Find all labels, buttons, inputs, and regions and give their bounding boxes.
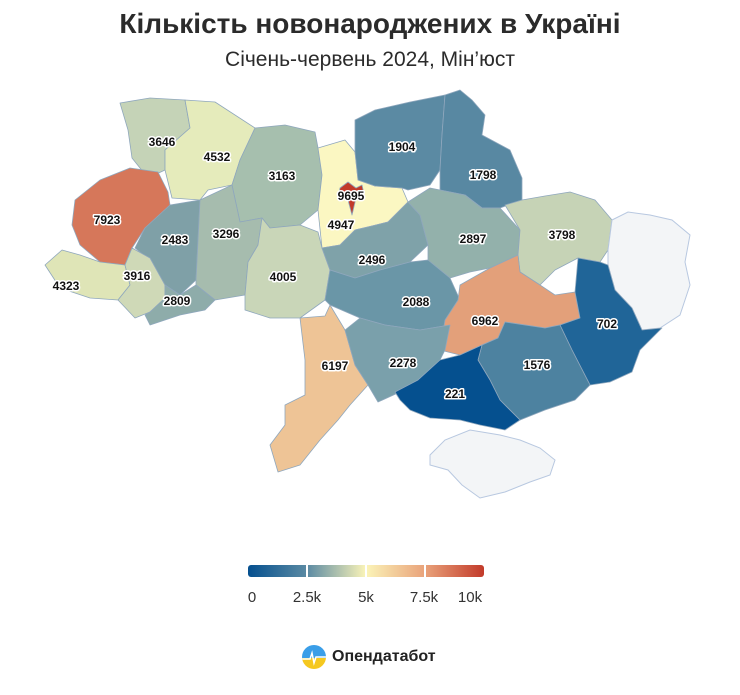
chart-subtitle: Січень-червень 2024, Мін’юст (225, 48, 515, 71)
label-volynska: 3646 (149, 135, 176, 149)
region-chernihivska[interactable] (354, 94, 446, 191)
label-mykolaivska: 2278 (390, 356, 417, 370)
label-ivano-frankivska: 3916 (124, 269, 151, 283)
brand-name: Опендатабот (332, 648, 436, 665)
label-zhytomyrska: 3163 (269, 169, 296, 183)
label-kharkivska: 3798 (549, 228, 576, 242)
region-rivnenska[interactable] (164, 99, 256, 201)
region-khersonska[interactable] (394, 344, 521, 431)
label-khmelnytska: 3296 (213, 227, 240, 241)
chart-title: Кількість новонароджених в Україні (119, 8, 621, 39)
label-rivnenska: 4532 (204, 150, 231, 164)
label-ternopilska: 2483 (162, 233, 189, 247)
label-lvivska: 7923 (94, 213, 121, 227)
legend-tick-10k: 10k (457, 589, 483, 606)
label-zaporizka: 1576 (524, 358, 551, 372)
legend-tick-2-5k: 2.5k (292, 589, 322, 606)
ukraine-map: 3646 4532 3163 4947 9695 1904 1798 7923 … (44, 89, 691, 499)
region-kyiv-city[interactable] (337, 181, 365, 216)
region-sumska[interactable] (439, 89, 523, 209)
label-khersonska: 221 (445, 387, 465, 401)
region-vinnytska[interactable] (244, 217, 331, 319)
region-crimea[interactable] (429, 429, 556, 499)
label-zakarpatska: 4323 (53, 279, 80, 293)
label-donetska: 702 (597, 317, 617, 331)
legend-tick-0: 0 (247, 589, 257, 606)
label-cherkaska: 2496 (359, 253, 386, 267)
label-vinnytska: 4005 (270, 270, 297, 284)
legend-tick-5k: 5k (358, 589, 374, 606)
region-odeska[interactable] (269, 304, 369, 473)
label-chernivetska: 2809 (164, 294, 191, 308)
legend-separator (306, 565, 308, 577)
region-chernivetska[interactable] (144, 284, 216, 326)
label-odeska: 6197 (322, 359, 349, 373)
region-donetska[interactable] (559, 257, 663, 386)
legend-separator (424, 565, 426, 577)
label-sumska: 1798 (470, 168, 497, 182)
label-dnipropetrovska: 6962 (472, 314, 499, 328)
label-kyiv-city: 9695 (338, 189, 365, 203)
label-kyivska: 4947 (328, 218, 355, 232)
legend-tick-7-5k: 7.5k (409, 589, 439, 606)
opendatabot-logo-icon (302, 645, 326, 669)
legend-separator (365, 565, 367, 577)
brand-logo: Опендатабот (302, 645, 436, 669)
label-poltavska: 2897 (460, 232, 487, 246)
label-chernihivska: 1904 (389, 140, 416, 154)
label-kirovohradska: 2088 (403, 295, 430, 309)
